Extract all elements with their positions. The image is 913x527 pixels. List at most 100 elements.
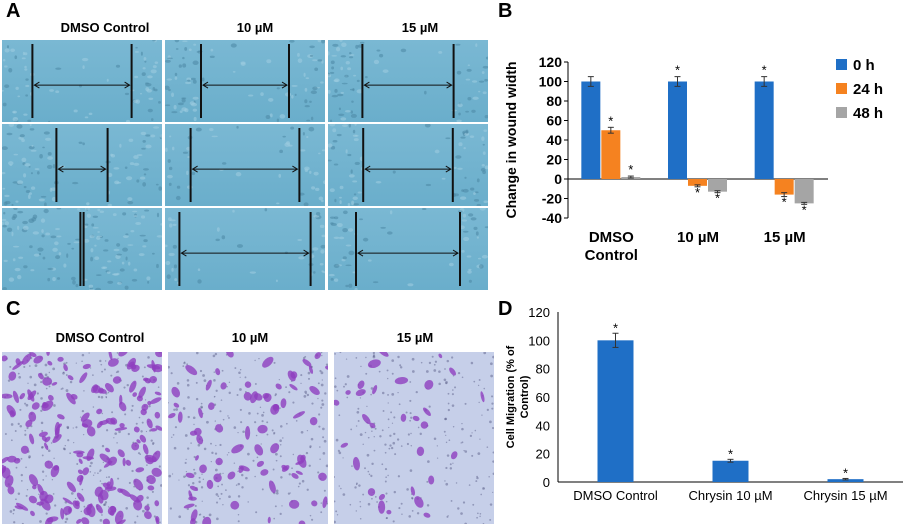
x-category-label: 15 µM <box>764 229 806 246</box>
significance-asterisk: * <box>802 202 807 217</box>
stained-cell <box>125 459 132 466</box>
bar <box>688 179 707 186</box>
stained-cell <box>97 493 104 504</box>
stained-cell <box>54 421 61 436</box>
stained-cell <box>199 464 207 474</box>
stained-cell <box>215 457 223 466</box>
stained-cell <box>254 393 263 401</box>
stained-cell <box>281 465 290 472</box>
stained-cell <box>110 477 114 487</box>
significance-asterisk: * <box>628 162 633 177</box>
stained-cell <box>244 425 251 440</box>
scratch-micrograph <box>328 124 488 206</box>
stained-cell <box>86 426 96 437</box>
stained-cell <box>309 416 318 426</box>
panel-a-header-10um: 10 µM <box>236 20 274 35</box>
bar <box>712 460 749 482</box>
stained-cell <box>46 516 59 522</box>
panel-c-label: C <box>6 298 21 320</box>
stained-cell <box>51 381 58 386</box>
stained-cell <box>270 443 280 454</box>
stained-cell <box>28 474 39 486</box>
stained-cell <box>362 413 371 425</box>
bar <box>597 340 634 482</box>
panel-c-header-10um: 10 µM <box>231 330 269 345</box>
stained-cell <box>99 453 111 464</box>
stained-cell <box>367 359 381 369</box>
legend-label: 48 h <box>853 105 883 122</box>
y-tick-label: 40 <box>536 418 550 433</box>
stained-cell <box>46 352 50 356</box>
stained-cell <box>108 352 113 361</box>
stained-cell <box>256 460 264 467</box>
y-tick-label: 20 <box>546 152 562 168</box>
stained-cell <box>81 423 89 428</box>
stained-cell <box>149 375 158 384</box>
stained-cell <box>44 442 49 451</box>
y-tick-label: 120 <box>528 305 550 320</box>
legend-swatch <box>836 83 847 94</box>
scratch-micrograph <box>328 208 488 290</box>
stained-cell <box>28 495 38 504</box>
stained-cell <box>29 433 35 445</box>
stained-cell <box>386 509 392 515</box>
stained-cell <box>95 504 103 514</box>
stained-cell <box>378 494 385 501</box>
stained-cell <box>215 368 221 376</box>
y-axis-label: Cell Migration (% of Control) <box>505 345 531 448</box>
y-tick-label: -20 <box>542 191 562 207</box>
stained-cell <box>185 472 195 479</box>
stained-cell <box>215 424 224 433</box>
significance-asterisk: * <box>762 63 767 78</box>
y-axis-label-line: Cell Migration (% of <box>505 345 517 448</box>
significance-asterisk: * <box>608 113 613 128</box>
stained-cell <box>44 460 54 469</box>
stained-cell <box>52 434 62 443</box>
wound-width-bar-chart: -40 -20 0 20 40 60 80 100 120 Change in wound wid… <box>503 54 883 264</box>
scratch-micrograph <box>2 40 162 122</box>
stained-cell <box>183 503 195 509</box>
stained-cell <box>27 390 37 400</box>
scratch-micrograph <box>2 124 162 206</box>
stained-cell <box>82 363 91 370</box>
panel-c-header-dmso: DMSO Control <box>55 330 145 345</box>
stained-cell <box>145 456 154 465</box>
stained-cell <box>8 371 17 381</box>
stained-cell <box>188 496 197 501</box>
stained-cell <box>289 499 300 509</box>
x-category-label: DMSO <box>589 229 634 246</box>
legend-label: 24 h <box>853 81 883 98</box>
scratch-micrograph <box>165 40 325 122</box>
stained-cell <box>372 385 378 395</box>
stained-cell <box>2 466 7 475</box>
stained-cell <box>30 510 35 517</box>
y-tick-label: 80 <box>546 93 562 109</box>
y-tick-label: 0 <box>543 475 550 490</box>
stained-cell <box>112 376 122 384</box>
stained-cell <box>67 375 74 381</box>
significance-asterisk: * <box>843 465 848 480</box>
stained-cell <box>309 385 320 396</box>
stained-cell <box>119 488 131 497</box>
stained-cell <box>76 474 84 483</box>
scratch-micrograph <box>165 124 325 206</box>
bar <box>601 130 621 179</box>
x-category-label: Chrysin 10 µM <box>688 488 772 503</box>
stained-cell <box>325 365 328 370</box>
stained-cell <box>438 353 443 359</box>
stained-cell <box>25 419 33 428</box>
stained-cell <box>290 371 298 379</box>
stained-cell <box>62 506 73 515</box>
stained-cell <box>21 353 32 365</box>
stained-cell <box>263 393 272 402</box>
stained-cell <box>345 390 351 395</box>
stained-cell <box>139 434 147 443</box>
cell-migration-bar-chart: 0 20 40 60 80 100 120 Cell Migration (% of Contr… <box>505 305 903 503</box>
stained-cell <box>340 442 349 448</box>
y-axis-label-line: Control) <box>519 375 531 418</box>
stained-cell <box>151 467 162 477</box>
transwell-micrograph <box>2 352 162 524</box>
stained-cell <box>450 451 458 460</box>
stained-cell <box>12 390 19 404</box>
stained-cell <box>19 392 26 400</box>
